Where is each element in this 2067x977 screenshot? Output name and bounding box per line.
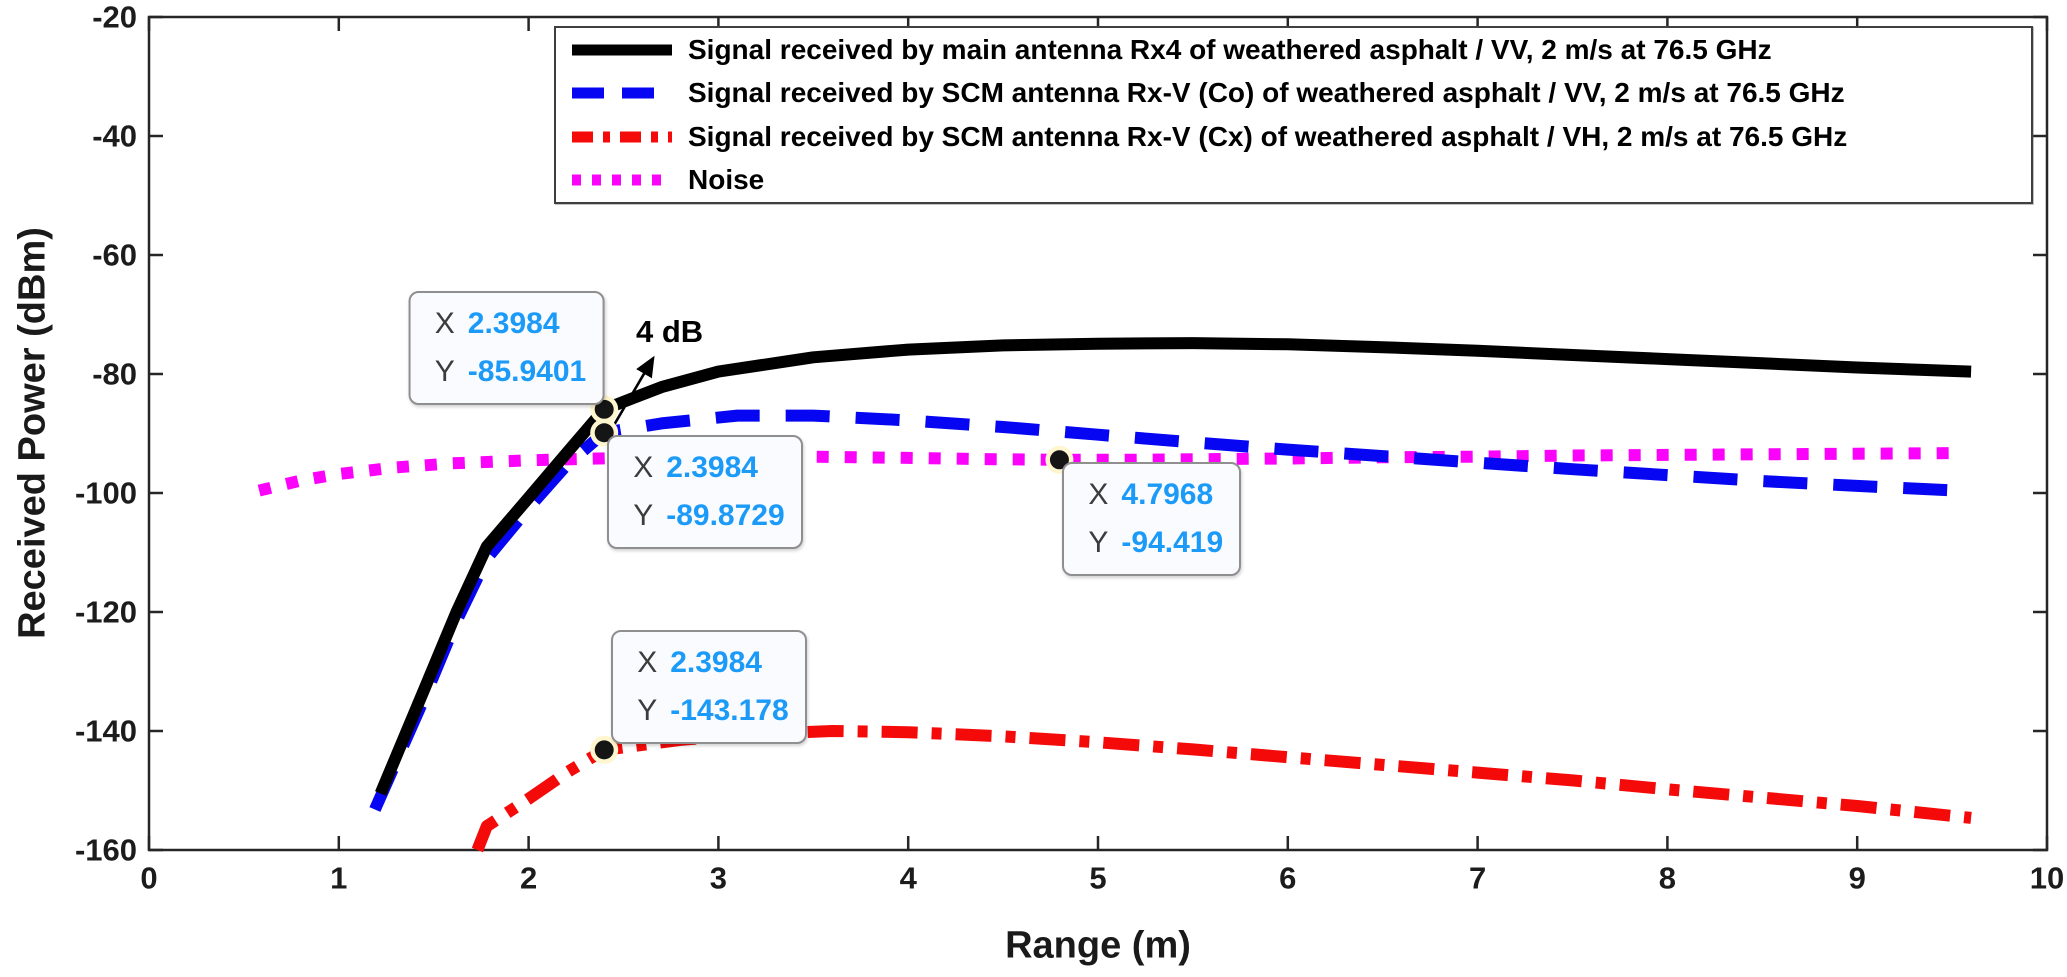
legend-label: Signal received by SCM antenna Rx-V (Co)… <box>688 77 1845 109</box>
legend-entry-1[interactable]: Signal received by SCM antenna Rx-V (Co)… <box>556 72 2031 114</box>
legend[interactable]: Signal received by main antenna Rx4 of w… <box>554 26 2033 204</box>
datatip-axis-letter: X <box>637 645 658 679</box>
datatip-value: 4.7968 <box>1121 477 1214 511</box>
x-tick-label: 10 <box>2030 860 2064 895</box>
legend-line-sample <box>572 44 672 56</box>
curve-series-0[interactable] <box>375 337 1972 796</box>
datatip-axis-letter: X <box>1088 477 1109 511</box>
legend-line-sample <box>572 87 672 99</box>
datatip-row: Y -94.419 <box>1080 519 1223 567</box>
y-tick-label: -140 <box>75 714 137 749</box>
datatip-value: 2.3984 <box>666 450 758 484</box>
y-tick-label: -120 <box>75 595 137 630</box>
datatip-value: -85.9401 <box>467 355 587 389</box>
annotation-arrow <box>611 355 655 429</box>
legend-entry-3[interactable]: Noise <box>556 159 2031 201</box>
x-tick-label: 4 <box>900 860 918 895</box>
x-tick-label: 7 <box>1469 860 1486 895</box>
curve-series-2[interactable] <box>471 725 1972 853</box>
datatip-value: -143.178 <box>670 693 789 727</box>
y-axis-label: Received Power (dBm) <box>11 227 54 639</box>
datatip-row: Y -143.178 <box>629 687 788 735</box>
x-tick-label: 5 <box>1089 860 1106 895</box>
legend-entry-0[interactable]: Signal received by main antenna Rx4 of w… <box>556 29 2031 71</box>
y-tick-label: -80 <box>92 357 137 392</box>
datatip-0[interactable]: X 2.3984 Y -85.9401 <box>408 291 605 406</box>
legend-label: Noise <box>688 164 765 196</box>
datatip-3[interactable]: X 2.3984 Y -143.178 <box>611 629 807 744</box>
datatip-value: 2.3984 <box>670 645 762 679</box>
datatip-row: X 2.3984 <box>427 300 586 348</box>
datatip-axis-letter: Y <box>633 498 654 532</box>
legend-entry-2[interactable]: Signal received by SCM antenna Rx-V (Cx)… <box>556 116 2031 158</box>
x-tick-label: 9 <box>1849 860 1866 895</box>
datatip-axis-letter: Y <box>637 693 658 727</box>
y-tick-label: -40 <box>92 119 137 154</box>
x-tick-label: 8 <box>1659 860 1676 895</box>
datatip-value: 2.3984 <box>467 307 560 341</box>
legend-label: Signal received by SCM antenna Rx-V (Cx)… <box>688 120 1848 152</box>
x-tick-label: 1 <box>330 860 347 895</box>
datatip-value: -89.8729 <box>666 498 785 532</box>
datatip-marker-3[interactable] <box>594 740 614 760</box>
y-tick-label: -60 <box>92 238 137 273</box>
datatip-axis-letter: Y <box>434 355 455 389</box>
curve-series-3[interactable] <box>257 447 1962 497</box>
datatip-row: Y -89.8729 <box>625 492 784 540</box>
y-tick-label: -100 <box>75 476 137 511</box>
y-tick-label: -20 <box>92 0 137 35</box>
legend-line-sample <box>572 174 672 186</box>
legend-label: Signal received by main antenna Rx4 of w… <box>688 33 1772 65</box>
datatip-axis-letter: Y <box>1088 525 1109 559</box>
datatip-2[interactable]: X 4.7968 Y -94.419 <box>1062 461 1242 576</box>
x-axis-label: Range (m) <box>1005 924 1191 967</box>
annotation-4db-label: 4 dB <box>636 314 704 349</box>
datatip-axis-letter: X <box>434 307 455 341</box>
datatip-axis-letter: X <box>633 450 654 484</box>
x-tick-label: 0 <box>140 860 157 895</box>
datatip-row: X 4.7968 <box>1080 471 1223 519</box>
datatip-1[interactable]: X 2.3984 Y -89.8729 <box>607 434 803 549</box>
datatip-row: Y -85.9401 <box>427 348 586 396</box>
x-tick-label: 2 <box>520 860 537 895</box>
x-tick-label: 6 <box>1279 860 1296 895</box>
legend-line-sample <box>572 131 672 143</box>
datatip-row: X 2.3984 <box>625 444 784 492</box>
y-tick-label: -160 <box>75 833 137 868</box>
x-tick-label: 3 <box>710 860 727 895</box>
datatip-row: X 2.3984 <box>629 639 788 687</box>
curve-series-1[interactable] <box>369 409 1972 812</box>
datatip-marker-0[interactable] <box>594 399 614 419</box>
datatip-value: -94.419 <box>1121 525 1224 559</box>
